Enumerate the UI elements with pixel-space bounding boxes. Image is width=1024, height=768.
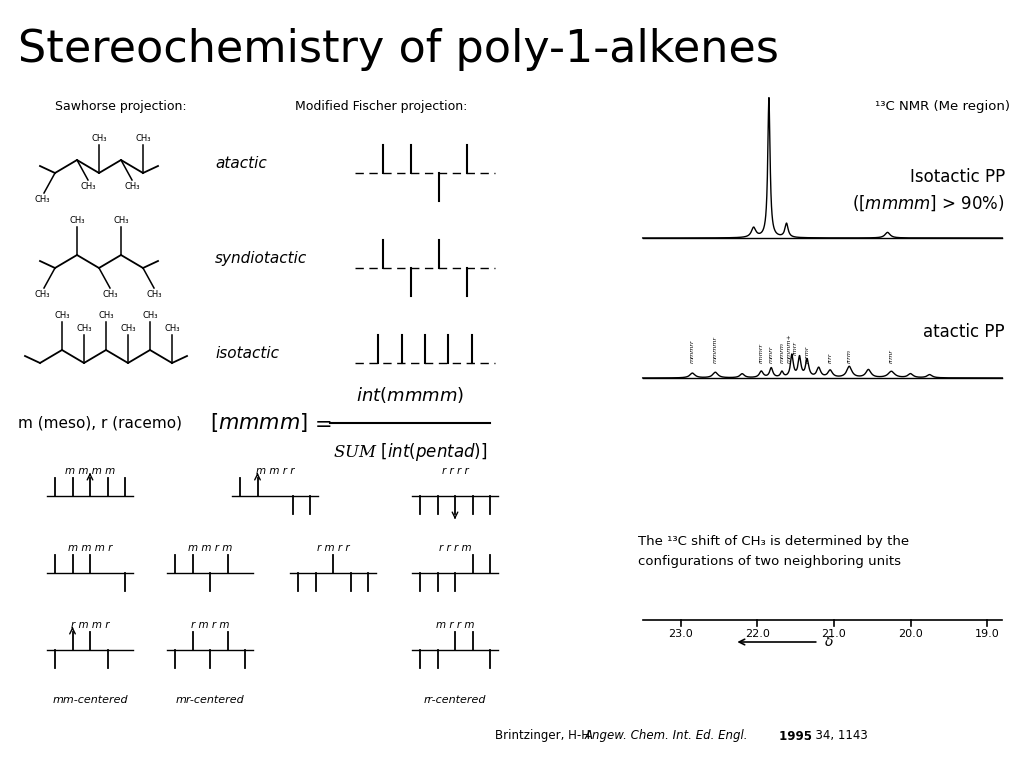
Text: CH₃: CH₃ [70,216,85,225]
Text: mm-centered: mm-centered [52,695,128,705]
Text: 20.0: 20.0 [898,629,923,639]
Text: Angew. Chem. Int. Ed. Engl.: Angew. Chem. Int. Ed. Engl. [585,730,749,743]
Text: $[mmmm]$: $[mmmm]$ [210,412,308,435]
Text: m (meso), r (racemo): m (meso), r (racemo) [18,415,182,431]
Text: rrrm: rrrm [847,349,852,363]
Text: CH₃: CH₃ [102,290,118,299]
Text: Modified Fischer projection:: Modified Fischer projection: [295,100,467,113]
Text: , 34, 1143: , 34, 1143 [808,730,867,743]
Text: mrmr: mrmr [805,346,810,363]
Text: 21.0: 21.0 [821,629,847,639]
Text: rmmrr: rmmrr [759,343,764,363]
Text: CH₃: CH₃ [76,324,92,333]
Text: r m m r: r m m r [71,620,110,630]
Text: CH₃: CH₃ [124,182,139,191]
Text: rrrr: rrrr [827,353,833,363]
Text: CH₃: CH₃ [34,195,50,204]
Text: rrmr: rrmr [889,349,894,363]
Text: ¹³C NMR (Me region): ¹³C NMR (Me region) [874,100,1010,113]
Text: r m r m: r m r m [190,620,229,630]
Text: r r r r: r r r r [441,466,468,476]
Text: m m m m: m m m m [65,466,115,476]
Text: CH₃: CH₃ [98,311,114,320]
Text: m m r m: m m r m [187,543,232,553]
Text: mmmmr: mmmmr [713,336,718,363]
Text: 1995: 1995 [775,730,812,743]
Text: $\delta$: $\delta$ [823,635,834,649]
Text: Stereochemistry of poly-1-alkenes: Stereochemistry of poly-1-alkenes [18,28,779,71]
Text: atactic: atactic [215,155,266,170]
Text: mmrr: mmrr [769,346,774,363]
Text: Sawhorse projection:: Sawhorse projection: [55,100,186,113]
Text: r m r r: r m r r [316,543,349,553]
Text: CH₃: CH₃ [120,324,136,333]
Text: m m m r: m m m r [68,543,113,553]
Text: 22.0: 22.0 [745,629,770,639]
Text: mmrm: mmrm [779,342,784,363]
Text: mmmrr: mmmrr [690,339,695,363]
Text: mr-centered: mr-centered [176,695,245,705]
Text: SUM $[int(pentad)]$: SUM $[int(pentad)]$ [333,441,487,463]
Text: CH₃: CH₃ [142,311,158,320]
Text: 19.0: 19.0 [975,629,999,639]
Text: 23.0: 23.0 [669,629,693,639]
Text: CH₃: CH₃ [80,182,96,191]
Text: configurations of two neighboring units: configurations of two neighboring units [638,555,901,568]
Text: Isotactic PP: Isotactic PP [909,168,1005,186]
Text: isotactic: isotactic [215,346,279,360]
Text: rr-centered: rr-centered [424,695,486,705]
Text: CH₃: CH₃ [146,290,162,299]
Text: $=$: $=$ [310,413,332,433]
Text: CH₃: CH₃ [34,290,50,299]
Text: m m r r: m m r r [256,466,294,476]
Text: ([$mmmm$] > 90%): ([$mmmm$] > 90%) [852,193,1005,213]
Text: syndiotactic: syndiotactic [215,250,307,266]
Text: $int(mmmm)$: $int(mmmm)$ [356,385,464,405]
Text: atactic PP: atactic PP [924,323,1005,341]
Text: CH₃: CH₃ [164,324,180,333]
Text: CH₃: CH₃ [135,134,151,143]
Text: Brintzinger, H-H.: Brintzinger, H-H. [495,730,597,743]
Text: CH₃: CH₃ [91,134,106,143]
Text: m r r m: m r r m [436,620,474,630]
Text: The ¹³C shift of CH₃ is determined by the: The ¹³C shift of CH₃ is determined by th… [638,535,909,548]
Text: mmmm+
rmrr: mmmm+ rmrr [786,333,798,363]
Text: CH₃: CH₃ [114,216,129,225]
Text: CH₃: CH₃ [54,311,70,320]
Text: r r r m: r r r m [438,543,471,553]
